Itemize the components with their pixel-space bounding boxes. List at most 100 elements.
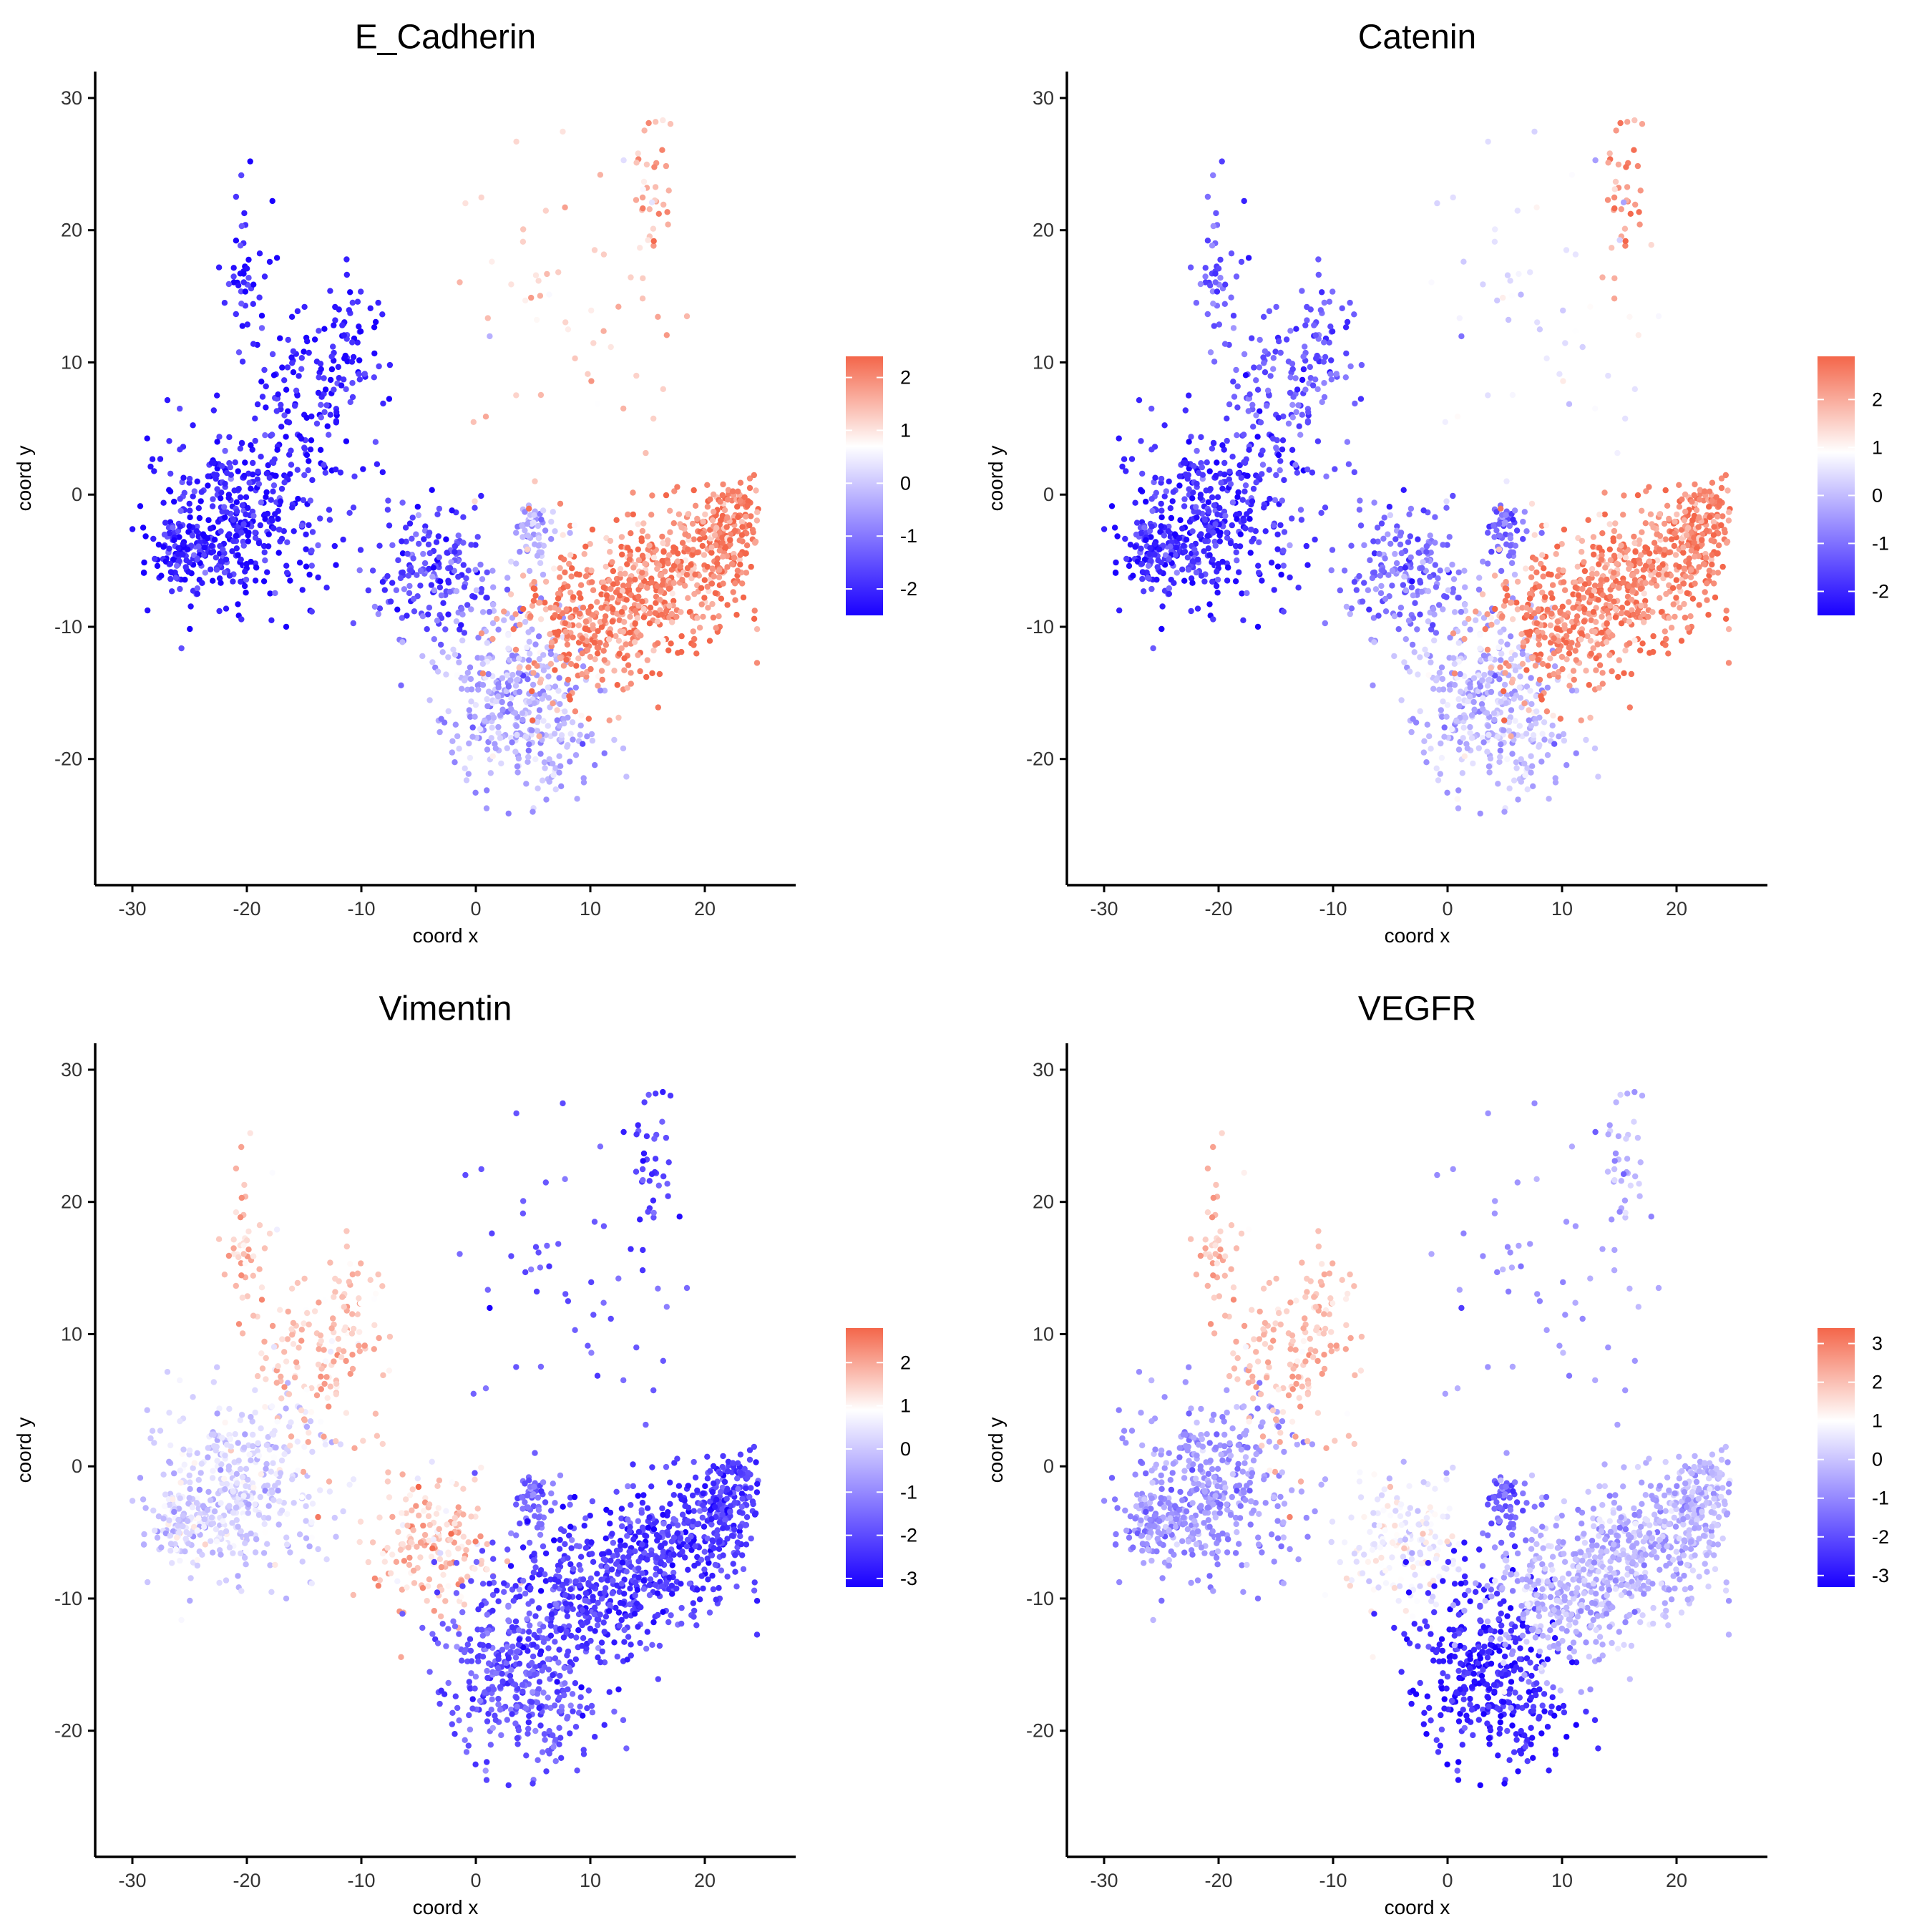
data-point bbox=[1193, 569, 1200, 576]
data-point bbox=[429, 573, 436, 580]
data-point bbox=[583, 625, 590, 633]
data-point bbox=[1450, 194, 1456, 201]
data-point bbox=[1398, 697, 1405, 703]
data-point bbox=[660, 549, 667, 555]
data-point bbox=[1529, 655, 1536, 662]
data-point bbox=[1397, 530, 1405, 536]
data-point bbox=[240, 1493, 247, 1499]
data-point bbox=[1371, 499, 1377, 506]
data-point bbox=[684, 565, 691, 572]
data-point bbox=[1470, 698, 1477, 706]
data-point bbox=[1485, 530, 1491, 536]
data-point bbox=[585, 716, 592, 722]
data-point bbox=[640, 178, 648, 185]
data-point bbox=[504, 745, 510, 751]
data-point bbox=[1590, 609, 1597, 615]
data-point bbox=[1725, 660, 1732, 666]
data-point bbox=[1642, 520, 1649, 527]
data-point bbox=[525, 532, 531, 539]
data-point bbox=[1326, 298, 1333, 305]
data-point bbox=[283, 1405, 289, 1412]
data-point bbox=[1611, 527, 1618, 535]
data-point bbox=[230, 273, 237, 280]
data-point bbox=[1546, 796, 1552, 802]
data-point bbox=[1307, 306, 1314, 313]
data-point bbox=[288, 313, 296, 320]
data-point bbox=[1542, 594, 1548, 600]
data-point bbox=[504, 575, 511, 581]
data-point bbox=[1254, 623, 1262, 630]
data-point bbox=[472, 789, 479, 796]
data-point bbox=[1210, 301, 1216, 307]
data-point bbox=[1460, 735, 1466, 741]
data-point bbox=[1450, 655, 1457, 661]
data-point bbox=[1156, 546, 1163, 552]
data-point bbox=[709, 565, 716, 572]
data-point bbox=[1226, 401, 1233, 408]
data-point bbox=[1444, 789, 1450, 796]
data-point bbox=[406, 582, 413, 590]
data-point bbox=[658, 587, 665, 594]
data-point bbox=[623, 774, 630, 780]
data-point bbox=[635, 602, 642, 609]
data-point bbox=[677, 563, 684, 570]
data-point bbox=[1438, 707, 1445, 713]
data-point bbox=[1332, 466, 1338, 472]
data-point bbox=[447, 565, 454, 571]
data-point bbox=[1654, 582, 1660, 589]
data-point bbox=[1446, 534, 1453, 540]
data-point bbox=[686, 609, 693, 615]
data-point bbox=[694, 515, 701, 522]
data-point bbox=[1506, 552, 1513, 559]
data-point bbox=[505, 632, 512, 638]
data-point bbox=[268, 497, 274, 503]
data-point bbox=[1347, 363, 1354, 370]
data-point bbox=[660, 637, 666, 643]
data-point bbox=[1406, 511, 1413, 517]
data-point bbox=[276, 526, 283, 533]
data-point bbox=[640, 520, 647, 527]
data-point bbox=[499, 706, 506, 713]
data-point bbox=[186, 475, 193, 482]
data-point bbox=[532, 541, 538, 547]
data-point bbox=[1544, 752, 1551, 758]
data-point bbox=[1407, 533, 1414, 540]
data-point bbox=[1138, 545, 1144, 552]
data-point bbox=[1422, 646, 1428, 653]
data-point bbox=[167, 575, 174, 582]
data-point bbox=[1108, 503, 1116, 509]
data-point bbox=[242, 1431, 248, 1438]
data-point bbox=[1506, 785, 1513, 792]
data-point bbox=[708, 544, 715, 551]
data-point bbox=[1219, 158, 1225, 165]
data-point bbox=[1572, 648, 1579, 654]
data-point bbox=[1473, 617, 1479, 623]
data-point bbox=[1623, 164, 1629, 170]
data-point bbox=[1705, 612, 1712, 618]
data-point bbox=[1530, 732, 1537, 738]
data-point bbox=[268, 1589, 275, 1595]
data-point bbox=[1443, 498, 1450, 504]
data-point bbox=[1375, 613, 1382, 619]
data-point bbox=[1423, 549, 1430, 555]
data-point bbox=[1318, 509, 1324, 516]
data-point bbox=[540, 718, 547, 724]
data-point bbox=[691, 487, 697, 494]
data-point bbox=[592, 656, 598, 663]
data-point bbox=[248, 442, 254, 449]
data-point bbox=[709, 517, 716, 524]
data-point bbox=[565, 583, 571, 590]
data-point bbox=[296, 1531, 303, 1538]
data-point bbox=[1498, 505, 1504, 512]
data-point bbox=[753, 626, 761, 633]
data-point bbox=[272, 590, 278, 597]
data-point bbox=[223, 556, 230, 563]
data-point bbox=[627, 629, 633, 636]
data-point bbox=[570, 634, 576, 640]
data-point bbox=[468, 606, 474, 613]
data-point bbox=[552, 786, 559, 793]
data-point bbox=[303, 1518, 309, 1524]
data-point bbox=[1201, 578, 1208, 585]
data-point bbox=[478, 630, 485, 637]
data-point bbox=[566, 693, 572, 699]
